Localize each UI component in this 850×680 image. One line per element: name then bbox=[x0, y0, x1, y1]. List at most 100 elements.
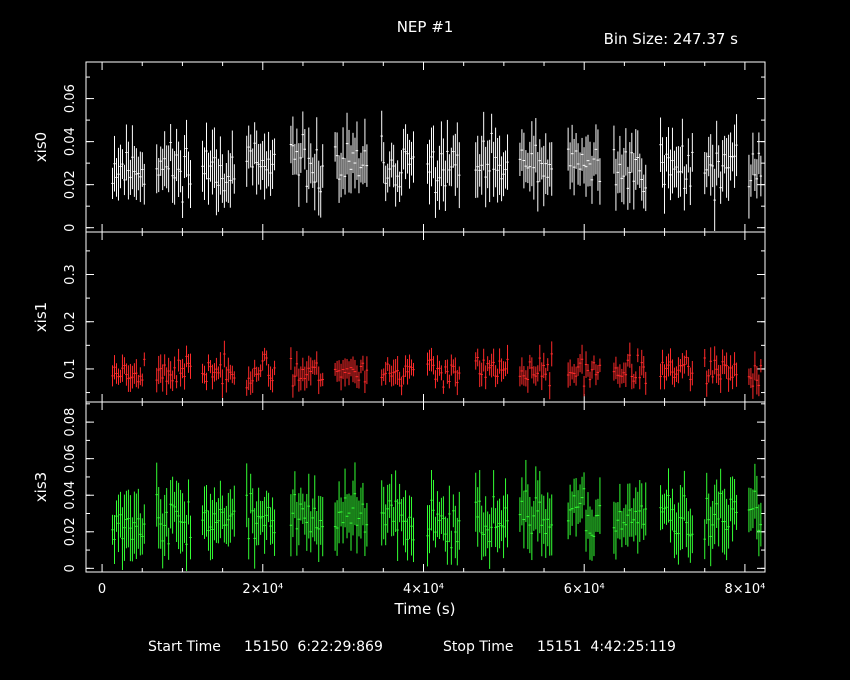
xis1-data-point bbox=[687, 357, 690, 376]
xis0-data-point bbox=[359, 152, 363, 183]
xis0-data-point bbox=[311, 157, 314, 188]
xis0-data-point bbox=[229, 153, 232, 208]
xis1-data-point bbox=[665, 356, 668, 381]
xis1-frame bbox=[85, 231, 766, 403]
xis0-data-point bbox=[542, 145, 545, 207]
xis1-data-point bbox=[446, 359, 449, 384]
xis0-data-point bbox=[576, 143, 580, 185]
xis3-data-point bbox=[520, 477, 524, 526]
xis0-data-point bbox=[618, 135, 622, 193]
xis0-data-point bbox=[590, 155, 594, 204]
xis1-data-point bbox=[709, 347, 712, 376]
xis0-data-point bbox=[349, 145, 353, 194]
xis0-data-point bbox=[303, 129, 307, 170]
xis3-data-point bbox=[759, 502, 763, 547]
xis3-data-point bbox=[293, 471, 297, 519]
xis3-data-point bbox=[291, 489, 295, 538]
xis3-data-point bbox=[659, 485, 662, 531]
xis3-data-point bbox=[299, 487, 303, 521]
xis1-data-point bbox=[659, 363, 662, 390]
xis3-data-point bbox=[522, 490, 526, 549]
xis1-data-point bbox=[404, 355, 407, 377]
xis0-data-point bbox=[321, 144, 324, 188]
xis3-data-point bbox=[705, 472, 708, 524]
xis0-data-point bbox=[251, 148, 254, 186]
xis1-data-point bbox=[111, 365, 114, 387]
xis1-data-point bbox=[450, 354, 453, 376]
xis1-data-point bbox=[713, 346, 716, 375]
stop-time-value: 15151 4:42:25:119 bbox=[537, 639, 676, 655]
xis0-data-point bbox=[630, 132, 634, 173]
xis3-data-point bbox=[229, 489, 232, 543]
xis3-data-point bbox=[636, 491, 639, 554]
xis1-data-point bbox=[454, 357, 457, 387]
xis3-data-point bbox=[731, 476, 734, 542]
xis0-data-point bbox=[219, 136, 222, 195]
x-tick-label: 2×10⁴ bbox=[242, 582, 283, 597]
xis0-data-point bbox=[231, 130, 234, 184]
xis1-data-point bbox=[444, 359, 447, 374]
xis3-data-point bbox=[446, 518, 449, 565]
xis0-data-point bbox=[705, 152, 708, 188]
xis0-data-point bbox=[175, 128, 178, 182]
xis3-data-point bbox=[614, 502, 618, 560]
xis1-data-point bbox=[337, 360, 341, 382]
xis1-data-point bbox=[620, 368, 624, 384]
xis3-data-point bbox=[428, 505, 431, 554]
xis3-data-point bbox=[169, 480, 172, 529]
xis3-data-point bbox=[119, 491, 122, 538]
xis0-data-point bbox=[426, 144, 429, 184]
xis1-data-point bbox=[735, 362, 738, 387]
xis3-data-point bbox=[183, 501, 186, 543]
xis1-data-point bbox=[524, 370, 528, 387]
xis3-data-point bbox=[598, 477, 602, 534]
xis3-data-point bbox=[612, 501, 616, 554]
xis0-data-point bbox=[526, 152, 530, 184]
xis0-data-point bbox=[143, 163, 146, 205]
xis0-data-point bbox=[347, 129, 351, 193]
xis3-data-point bbox=[727, 504, 730, 549]
xis1-data-point bbox=[634, 371, 637, 384]
xis3-data-point bbox=[622, 508, 626, 538]
xis3-data-point bbox=[139, 513, 142, 556]
xis3-data-point bbox=[396, 499, 399, 561]
xis0-data-point bbox=[665, 136, 668, 172]
xis1-data-point bbox=[598, 358, 602, 373]
xis1-data-point bbox=[207, 354, 210, 372]
xis0-data-point bbox=[482, 111, 485, 171]
xis0-data-point bbox=[588, 141, 592, 187]
xis0-data-point bbox=[215, 149, 218, 216]
xis0-data-point bbox=[616, 151, 620, 194]
xis0-data-point bbox=[432, 125, 435, 179]
xis0-data-point bbox=[253, 122, 256, 165]
start-time-value: 15150 6:22:29:869 bbox=[244, 639, 383, 655]
xis3-data-point bbox=[681, 487, 684, 550]
xis3-data-point bbox=[749, 488, 753, 531]
xis3-data-point bbox=[137, 488, 140, 549]
xis0-data-point bbox=[530, 121, 534, 187]
xis1-data-point bbox=[588, 371, 592, 388]
xis0-data-point bbox=[113, 135, 116, 192]
xis0-data-point bbox=[159, 146, 162, 176]
xis3-data-point bbox=[452, 494, 455, 528]
xis0-data-point bbox=[137, 156, 140, 191]
xis1-data-point bbox=[488, 360, 491, 376]
xis1-data-point bbox=[315, 351, 318, 375]
xis0-data-point bbox=[448, 154, 451, 186]
xis1-data-point bbox=[751, 373, 755, 399]
xis1-data-point bbox=[402, 367, 405, 385]
xis1-data-point bbox=[410, 359, 413, 376]
xis1-data-point bbox=[357, 371, 361, 389]
xis0-y-tick-label: 0.02 bbox=[63, 170, 78, 199]
xis3-data-point bbox=[548, 498, 551, 556]
xis3-data-point bbox=[255, 501, 258, 546]
xis0-data-point bbox=[305, 169, 309, 203]
xis0-data-point bbox=[733, 124, 736, 188]
xis1-data-point bbox=[249, 371, 252, 395]
xis3-data-point bbox=[247, 517, 250, 560]
xis3-data-point bbox=[572, 478, 576, 513]
xis3-data-point bbox=[618, 483, 622, 540]
xis1-data-point bbox=[213, 363, 216, 382]
xis0-data-point bbox=[578, 152, 582, 186]
xis1-data-point bbox=[574, 366, 578, 386]
